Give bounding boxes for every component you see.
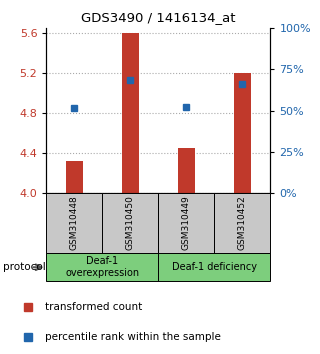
Text: Deaf-1 deficiency: Deaf-1 deficiency — [172, 262, 257, 272]
Bar — [102, 193, 158, 253]
Text: protocol: protocol — [3, 262, 46, 272]
Text: GSM310450: GSM310450 — [126, 195, 135, 251]
Bar — [158, 193, 214, 253]
Bar — [46, 193, 102, 253]
Bar — [122, 33, 139, 193]
Bar — [46, 253, 158, 281]
Text: GSM310449: GSM310449 — [182, 196, 191, 250]
Bar — [158, 253, 270, 281]
Title: GDS3490 / 1416134_at: GDS3490 / 1416134_at — [81, 11, 236, 24]
Bar — [214, 193, 270, 253]
Text: GSM310452: GSM310452 — [238, 196, 247, 250]
Text: GSM310448: GSM310448 — [70, 196, 79, 250]
Bar — [234, 73, 251, 193]
Text: Deaf-1
overexpression: Deaf-1 overexpression — [65, 256, 140, 278]
Text: transformed count: transformed count — [45, 302, 143, 312]
Bar — [178, 148, 195, 193]
Text: percentile rank within the sample: percentile rank within the sample — [45, 332, 221, 342]
Bar — [66, 161, 83, 193]
